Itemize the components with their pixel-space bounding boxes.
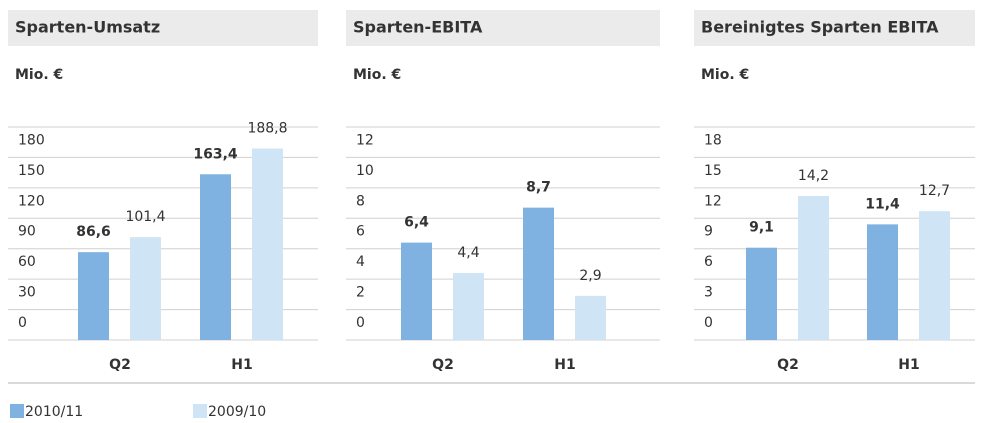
value-label: 163,4 <box>193 146 238 162</box>
chart-title: Bereinigtes Sparten EBITA <box>701 18 939 37</box>
y-tick-label: 4 <box>356 254 365 270</box>
bar <box>575 295 606 340</box>
y-tick-label: 10 <box>356 163 374 179</box>
y-tick-label: 0 <box>18 315 27 331</box>
value-label: 14,2 <box>798 168 829 184</box>
panel-header <box>346 10 660 46</box>
y-tick-label: 12 <box>704 193 722 209</box>
y-tick-label: 8 <box>356 193 365 209</box>
y-tick-label: 3 <box>704 285 713 301</box>
y-tick-label: 15 <box>704 163 722 179</box>
bar <box>252 148 283 340</box>
y-axis-label: Mio. € <box>15 67 63 83</box>
y-tick-label: 150 <box>18 163 45 179</box>
x-tick-label: H1 <box>554 357 575 373</box>
legend-label: 2009/10 <box>208 404 266 420</box>
bar <box>746 247 777 340</box>
bar <box>453 273 484 340</box>
value-label: 188,8 <box>247 121 287 137</box>
bar <box>798 195 829 340</box>
bar <box>919 211 950 340</box>
value-label: 2,9 <box>579 268 601 284</box>
value-label: 6,4 <box>404 215 429 231</box>
y-tick-label: 0 <box>704 315 713 331</box>
y-axis-label: Mio. € <box>353 67 401 83</box>
y-tick-label: 120 <box>18 193 45 209</box>
value-label: 12,7 <box>919 183 950 199</box>
legend-label: 2010/11 <box>25 404 83 420</box>
y-axis-label: Mio. € <box>701 67 749 83</box>
bar <box>867 224 898 340</box>
value-label: 9,1 <box>749 220 774 236</box>
panel-header <box>694 10 975 46</box>
y-tick-label: 0 <box>356 315 365 331</box>
value-label: 4,4 <box>457 245 479 261</box>
panel-header <box>8 10 318 46</box>
y-tick-label: 6 <box>704 254 713 270</box>
chart-title: Sparten-EBITA <box>353 18 483 37</box>
y-tick-label: 30 <box>18 285 36 301</box>
value-label: 86,6 <box>76 224 111 240</box>
legend-swatch <box>10 404 24 418</box>
bar <box>523 207 554 340</box>
y-tick-label: 60 <box>18 254 36 270</box>
x-tick-label: Q2 <box>432 357 454 373</box>
y-tick-label: 2 <box>356 285 365 301</box>
x-tick-label: H1 <box>898 357 919 373</box>
chart-title: Sparten-Umsatz <box>15 18 160 37</box>
y-tick-label: 90 <box>18 224 36 240</box>
x-tick-label: Q2 <box>109 357 131 373</box>
value-label: 8,7 <box>526 180 551 196</box>
x-tick-label: H1 <box>231 357 252 373</box>
y-tick-label: 18 <box>704 132 722 148</box>
bar <box>78 252 109 340</box>
bar <box>200 174 231 340</box>
y-tick-label: 6 <box>356 224 365 240</box>
bar <box>130 237 161 340</box>
value-label: 11,4 <box>865 196 900 212</box>
value-label: 101,4 <box>125 209 165 225</box>
bar <box>401 242 432 340</box>
y-tick-label: 9 <box>704 224 713 240</box>
y-tick-label: 180 <box>18 132 45 148</box>
legend-swatch <box>193 404 207 418</box>
y-tick-label: 12 <box>356 132 374 148</box>
x-tick-label: Q2 <box>777 357 799 373</box>
